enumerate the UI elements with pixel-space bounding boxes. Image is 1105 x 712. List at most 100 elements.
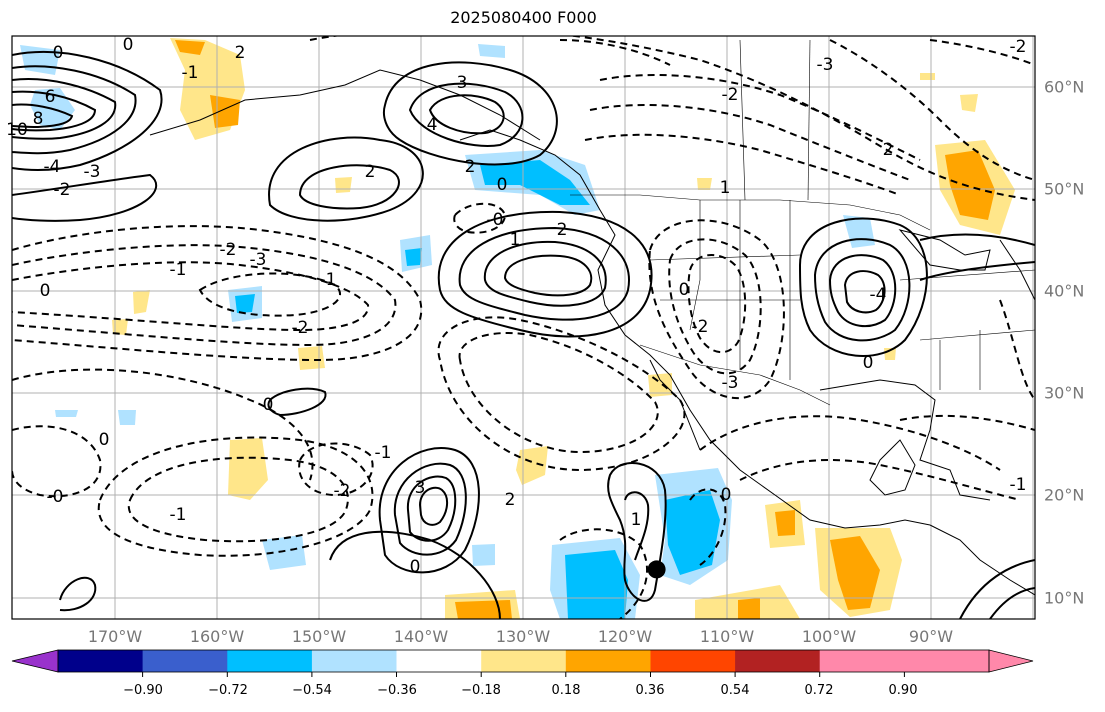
contour-se-low	[699, 415, 1001, 471]
east-coast	[999, 239, 1035, 301]
contour-gulf-low	[589, 104, 911, 181]
colorbar-tick: 0.18	[551, 683, 581, 698]
lat-label: 30°N	[1044, 383, 1085, 403]
contour-label: -3	[84, 162, 101, 182]
contour-trop-low	[559, 528, 649, 619]
contour-label: 0	[863, 353, 874, 373]
contour-gulf-low	[309, 36, 1035, 201]
contour-label: 6	[45, 87, 56, 107]
contour-label: 3	[415, 478, 426, 498]
contour-label: -2	[692, 317, 709, 337]
colorbar-segment	[396, 650, 482, 672]
contour-gulf-high	[408, 82, 524, 147]
contour-gulf-low	[599, 74, 921, 161]
contour-label: -1	[375, 443, 392, 463]
shade-warm	[298, 346, 325, 370]
contour-label: 0	[99, 430, 110, 450]
contour-label: 0	[721, 485, 732, 505]
us-mexico-border	[639, 344, 831, 406]
contour-label: -3	[722, 373, 739, 393]
contour-sub-high	[393, 462, 467, 556]
contour-label: -2	[54, 180, 71, 200]
shade-blue	[235, 294, 255, 313]
coastline-baja	[649, 359, 701, 451]
contour-label: -0	[487, 210, 504, 230]
central-america	[929, 524, 1035, 596]
negative-contours	[12, 36, 1035, 619]
colorbar-tick: −0.36	[377, 683, 417, 698]
colorbar-tick: 0.36	[635, 683, 665, 698]
contour-label: 10	[6, 120, 28, 140]
location-marker	[647, 560, 666, 579]
positive-contours	[12, 50, 1035, 619]
shade-orange	[175, 40, 205, 55]
contour-plains-low	[668, 238, 762, 375]
contour-label: -4	[44, 157, 61, 177]
contour-label: 2	[883, 140, 894, 160]
state-line	[689, 200, 701, 331]
contour-mid-low	[458, 331, 659, 454]
contour-east-low	[999, 299, 1035, 401]
contour-w-high	[12, 78, 117, 140]
contour-se	[959, 559, 1035, 619]
contour-plains-high	[828, 254, 897, 328]
colorbar-tick: −0.90	[123, 683, 163, 698]
contour-label: 0	[679, 280, 690, 300]
colorbar-segment	[565, 650, 651, 672]
contour-sub-high	[406, 475, 457, 542]
shade-blue	[480, 160, 590, 205]
contour-label: 2	[557, 220, 568, 240]
contour-label: -4	[870, 285, 887, 305]
contour-label: -0	[47, 487, 64, 507]
yucatan	[869, 439, 916, 496]
shade-warm	[516, 446, 548, 485]
contour-low-mid	[453, 202, 507, 234]
lon-label: 100°W	[801, 627, 857, 646]
contour-w-high	[12, 103, 74, 129]
contour-sw-low	[12, 368, 314, 481]
contour-plains-high	[843, 270, 886, 314]
shade-orange	[945, 150, 995, 220]
contour-alaska-high	[268, 136, 424, 222]
contour-w-high	[12, 90, 97, 132]
great-lakes	[898, 229, 991, 271]
contour-w-high	[12, 65, 137, 155]
colorbar-tick: 0.90	[888, 683, 918, 698]
shaded-anomalies	[20, 38, 1015, 619]
lat-label: 20°N	[1044, 485, 1085, 505]
colorbar-segment	[58, 650, 144, 672]
colorbar-segment	[227, 650, 313, 672]
contour-w-high	[12, 50, 163, 171]
contour-gulf-high	[382, 61, 558, 166]
canada-province	[739, 39, 746, 201]
contour-label: 2	[235, 43, 246, 63]
contour-label: -1	[1010, 475, 1027, 495]
contour-labels: 0 0 2 -1 6 8 10 -4 -3 -2 3 4 2 2 0 -0 1 …	[6, 35, 1026, 577]
colorbar-tick: −0.72	[208, 683, 248, 698]
lon-label: 130°W	[495, 627, 551, 646]
contour-sw	[59, 576, 97, 612]
contour-plains-high	[919, 261, 1035, 281]
contour-se	[989, 587, 1035, 619]
contour-label: -2	[334, 481, 351, 501]
state-line	[919, 329, 1035, 341]
contour-mid-low	[437, 316, 686, 472]
colorbar-segment	[819, 650, 905, 672]
alaska-coast	[149, 69, 541, 141]
lat-label: 40°N	[1044, 281, 1085, 301]
contour-label: -3	[250, 250, 267, 270]
shade-cool	[262, 535, 306, 570]
shade-warm	[228, 438, 268, 500]
contour-label: -2	[722, 85, 739, 105]
colorbar-tick: 0.72	[804, 683, 834, 698]
contour-label: 0	[53, 43, 64, 63]
shade-orange	[738, 598, 760, 619]
contour-sub-high	[418, 486, 448, 526]
contour-label: 1	[631, 510, 642, 530]
contour-gulf-high	[428, 94, 505, 135]
contour-label: -2	[1010, 37, 1027, 57]
colorbar-tick: −0.18	[461, 683, 501, 698]
contour-label: 0	[263, 395, 274, 415]
contour-label: -1	[170, 505, 187, 525]
